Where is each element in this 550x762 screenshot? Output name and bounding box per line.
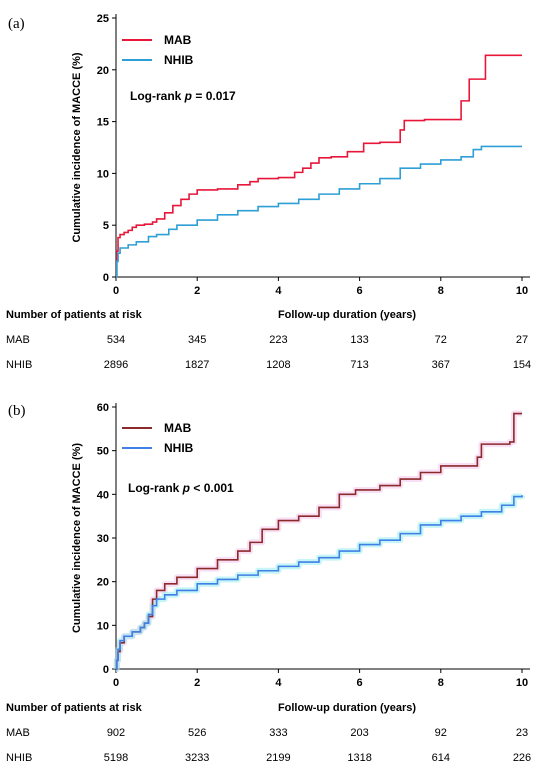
risk-value: 5198 (104, 752, 128, 762)
series-line-nhib (116, 145, 522, 278)
panel-label: (a) (8, 16, 25, 32)
chart-panel-2: (b) 0 10 20 30 40 50 60 0 2 4 6 8 10 Cumulative incide… (6, 402, 531, 762)
risk-value: 226 (513, 752, 531, 762)
risk-value: 2199 (266, 752, 290, 762)
x-tick-label: 0 (113, 677, 119, 689)
risk-row-label: MAB (6, 727, 30, 739)
risk-value: 27 (516, 334, 528, 346)
risk-value: 1827 (185, 359, 209, 371)
legend-label-nhib: NHIB (164, 441, 194, 455)
risk-value: 526 (188, 727, 206, 739)
risk-table-header: Number of patients at risk (6, 702, 143, 714)
risk-table-header: Number of patients at risk (6, 309, 143, 321)
x-tick-label: 4 (275, 677, 282, 689)
y-axis-label: Cumulative incidence of MACCE (%) (71, 52, 83, 242)
risk-row-label: NHIB (6, 752, 32, 762)
risk-value: 713 (350, 359, 368, 371)
y-tick-label: 10 (97, 168, 109, 180)
y-tick-label: 30 (97, 533, 109, 545)
risk-value: 345 (188, 334, 206, 346)
risk-value: 72 (435, 334, 447, 346)
x-tick-label: 0 (113, 285, 119, 297)
legend-label-mab: MAB (164, 421, 192, 435)
series-line-nhib (116, 495, 523, 670)
x-tick-label: 2 (194, 677, 200, 689)
y-tick-label: 15 (97, 117, 109, 129)
y-tick-label: 20 (97, 577, 109, 589)
x-tick-label: 8 (438, 285, 444, 297)
x-tick-label: 4 (275, 285, 282, 297)
x-axis-label: Follow-up duration (years) (278, 309, 416, 321)
x-tick-label: 8 (438, 677, 444, 689)
risk-value: 534 (107, 334, 125, 346)
x-tick-label: 10 (516, 285, 528, 297)
y-axis-label: Cumulative incidence of MACCE (%) (71, 443, 83, 633)
risk-value: 23 (516, 727, 528, 739)
y-tick-label: 40 (97, 489, 109, 501)
risk-value: 367 (432, 359, 450, 371)
risk-row-label: MAB (6, 334, 30, 346)
chart-panel-1: (a) 0 5 10 15 20 25 0 2 4 6 8 10 Cumulative incidence… (6, 13, 531, 371)
risk-value: 154 (513, 359, 531, 371)
panel-label: (b) (8, 403, 26, 419)
y-tick-label: 20 (97, 65, 109, 77)
y-tick-label: 0 (103, 272, 109, 284)
y-tick-label: 60 (97, 402, 109, 414)
risk-value: 133 (350, 334, 368, 346)
y-tick-label: 10 (97, 620, 109, 632)
x-tick-label: 10 (516, 677, 528, 689)
risk-value: 1318 (347, 752, 371, 762)
log-rank-annotation: Log-rank p < 0.001 (128, 481, 234, 495)
risk-value: 614 (432, 752, 450, 762)
risk-value: 203 (350, 727, 368, 739)
legend-label-nhib: NHIB (164, 53, 194, 67)
x-tick-label: 6 (357, 285, 363, 297)
y-tick-label: 25 (97, 13, 109, 25)
risk-row-label: NHIB (6, 359, 32, 371)
x-tick-label: 2 (194, 285, 200, 297)
y-tick-label: 50 (97, 446, 109, 458)
x-tick-label: 6 (357, 677, 363, 689)
risk-value: 902 (107, 727, 125, 739)
risk-value: 3233 (185, 752, 209, 762)
y-tick-label: 0 (103, 664, 109, 676)
risk-value: 92 (435, 727, 447, 739)
series-line-mab (116, 54, 522, 278)
risk-value: 2896 (104, 359, 128, 371)
risk-value: 1208 (266, 359, 290, 371)
legend-label-mab: MAB (164, 33, 192, 47)
log-rank-annotation: Log-rank p = 0.017 (130, 89, 236, 103)
y-tick-label: 5 (103, 220, 109, 232)
risk-value: 223 (269, 334, 287, 346)
x-axis-label: Follow-up duration (years) (278, 702, 416, 714)
risk-value: 333 (269, 727, 287, 739)
